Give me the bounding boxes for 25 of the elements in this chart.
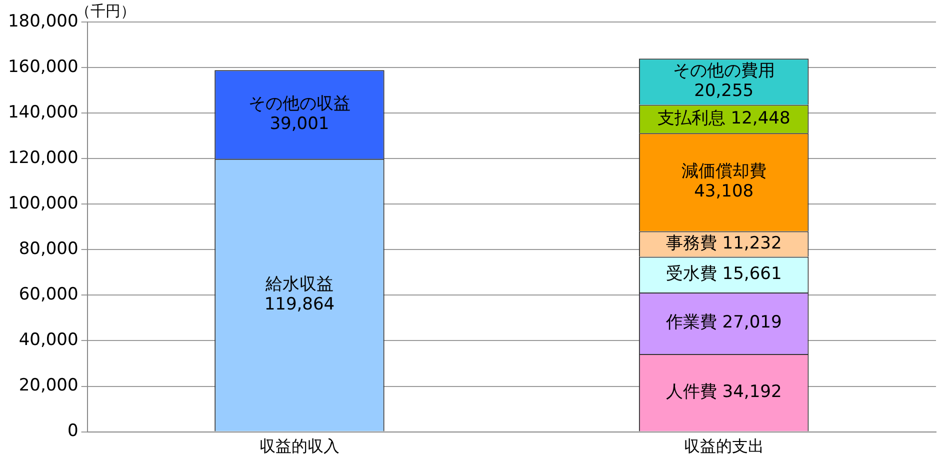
- y-tick-label: 100,000: [8, 194, 78, 214]
- y-tick-label: 20,000: [18, 376, 78, 396]
- data-label: 20,255: [694, 81, 754, 102]
- y-tick-label: 140,000: [8, 102, 78, 122]
- text: 支払利息 12,448: [657, 108, 790, 128]
- data-label: 39,001: [270, 114, 330, 134]
- y-tick-label: 60,000: [18, 284, 78, 305]
- x-tick-label: 収益的支出: [684, 436, 764, 456]
- y-tick-label: 180,000: [8, 11, 78, 32]
- y-tick-label: 40,000: [18, 330, 78, 350]
- text: 受水費 15,661: [666, 264, 782, 284]
- data-label: 43,108: [694, 182, 754, 202]
- data-label: 119,864: [264, 294, 335, 315]
- y-tick-label: 80,000: [18, 239, 78, 260]
- y-tick-label: 160,000: [8, 56, 78, 77]
- x-tick-label: 収益的収入: [259, 436, 340, 456]
- text: 人件費 34,192: [666, 382, 782, 402]
- series-label: その他の費用: [672, 61, 775, 82]
- y-tick-label: 120,000: [8, 148, 78, 168]
- series-label: その他の収益: [248, 94, 350, 114]
- series-label: 給水収益: [264, 274, 334, 295]
- text: 作業費 27,019: [666, 312, 782, 333]
- series-label: 減価償却費: [681, 162, 766, 182]
- y-tick-label: 0: [67, 421, 78, 442]
- text: 事務費 11,232: [666, 233, 782, 254]
